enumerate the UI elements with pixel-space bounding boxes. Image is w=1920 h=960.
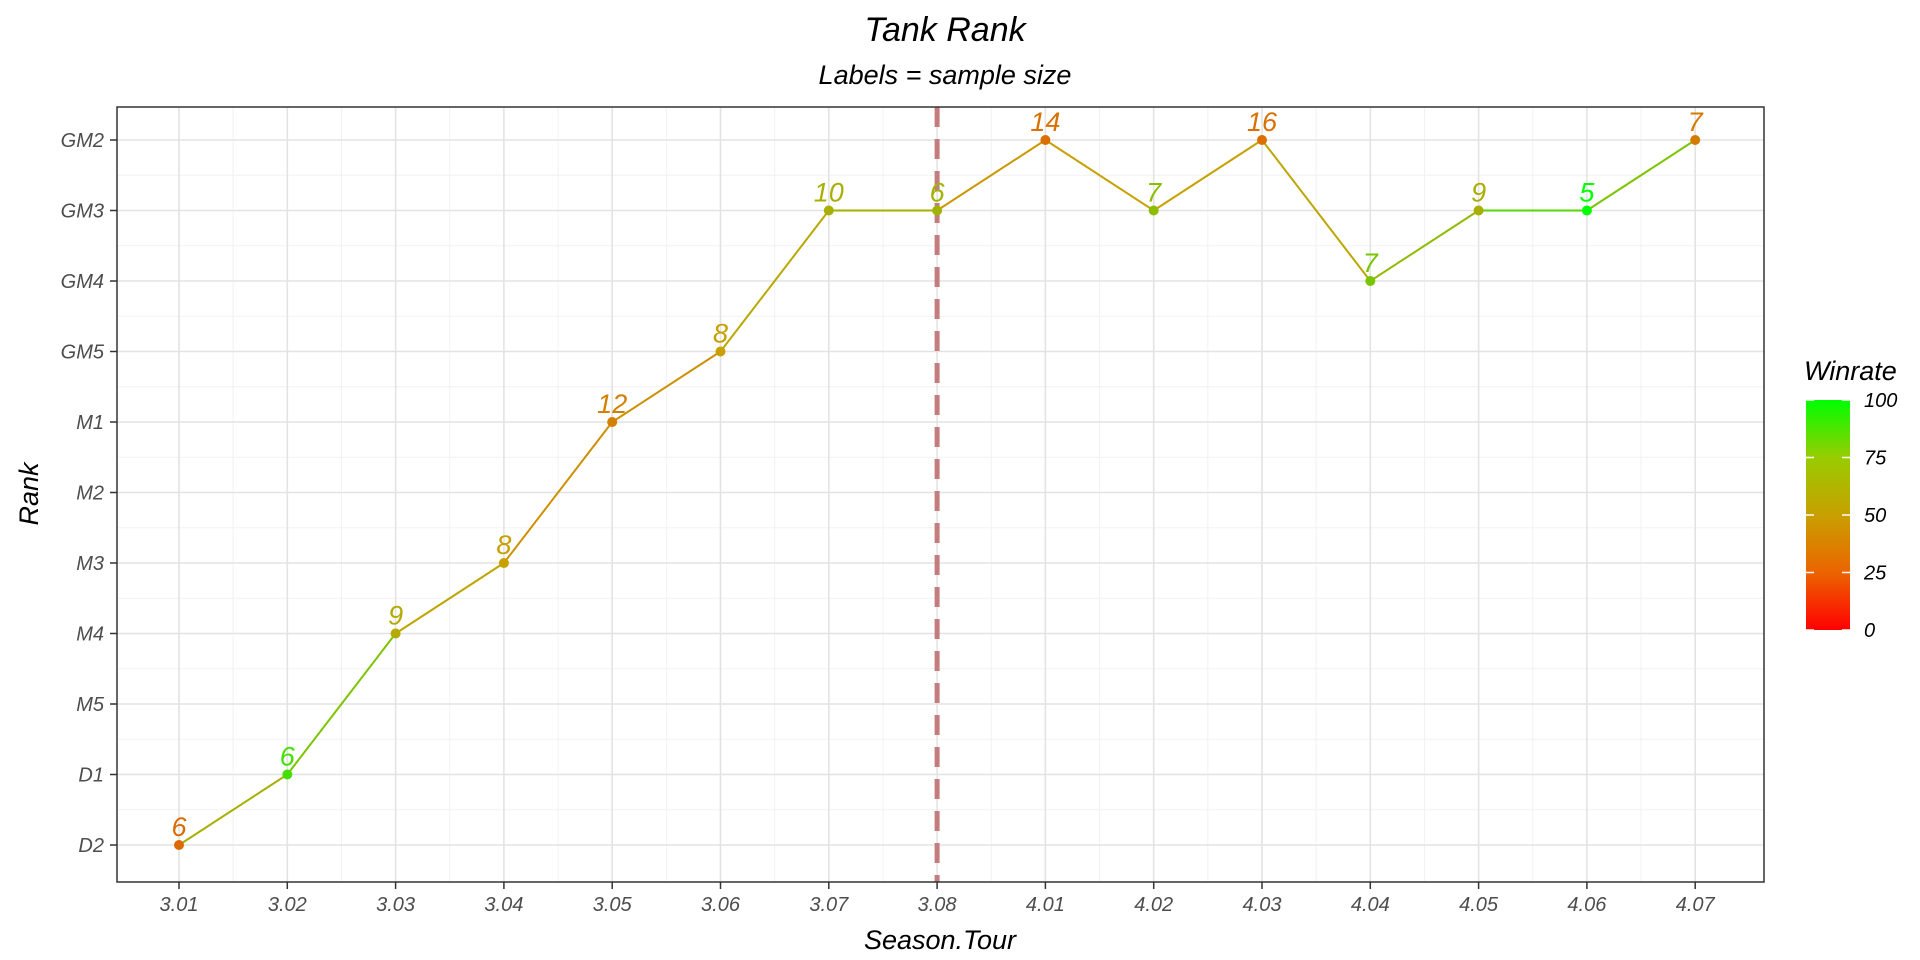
x-tick-label: 3.03 bbox=[376, 894, 415, 916]
data-label: 14 bbox=[1030, 107, 1060, 137]
legend-ticks: 100 75 50 25 0 bbox=[1806, 390, 1897, 642]
data-point bbox=[390, 628, 401, 639]
data-point bbox=[1690, 135, 1701, 145]
data-label: 7 bbox=[1146, 178, 1162, 208]
data-point bbox=[1365, 276, 1376, 286]
x-tick-label: 4.04 bbox=[1351, 894, 1390, 916]
series-segment bbox=[611, 350, 722, 423]
x-tick-label: 3.06 bbox=[701, 894, 741, 916]
y-axis-title: Rank bbox=[14, 461, 44, 526]
data-label: 9 bbox=[1471, 178, 1486, 208]
data-label: 6 bbox=[280, 742, 296, 772]
x-tick-label: 4.03 bbox=[1243, 894, 1282, 916]
y-tick-label: GM2 bbox=[61, 130, 104, 152]
data-point bbox=[607, 417, 618, 427]
y-tick-label: GM4 bbox=[61, 271, 104, 293]
winrate-legend: Winrate 100 75 50 25 0 bbox=[1804, 356, 1897, 642]
legend-tick-label: 50 bbox=[1864, 505, 1886, 527]
data-point bbox=[715, 346, 726, 357]
data-point bbox=[1257, 135, 1267, 145]
series-segment bbox=[1044, 139, 1155, 212]
y-tick-label: M1 bbox=[76, 412, 104, 434]
plot-border bbox=[116, 106, 1765, 883]
legend-tick-label: 75 bbox=[1864, 448, 1887, 470]
grid-lines bbox=[117, 107, 1764, 882]
series-segment bbox=[503, 421, 613, 564]
y-tick-label: D1 bbox=[78, 765, 104, 787]
series-segment bbox=[395, 562, 505, 635]
series-segment bbox=[1369, 209, 1480, 282]
data-label: 12 bbox=[597, 389, 627, 419]
data-point bbox=[1040, 135, 1051, 145]
legend-tick-label: 100 bbox=[1864, 390, 1897, 412]
y-tick-label: M2 bbox=[76, 483, 104, 505]
series-lines bbox=[178, 139, 1696, 846]
data-label: 7 bbox=[1688, 107, 1704, 137]
data-label: 16 bbox=[1247, 107, 1278, 137]
data-point bbox=[1473, 205, 1484, 216]
x-tick-label: 3.01 bbox=[160, 894, 199, 916]
data-label: 8 bbox=[496, 530, 511, 560]
data-point bbox=[823, 205, 834, 216]
x-axis: 3.01 3.02 3.03 3.04 3.05 3.06 3.07 3.08 4.01 4.02… bbox=[160, 882, 1716, 916]
data-label: 6 bbox=[171, 812, 187, 842]
x-tick-label: 4.05 bbox=[1459, 894, 1499, 916]
y-tick-label: M3 bbox=[76, 553, 104, 575]
data-label: 7 bbox=[1363, 248, 1379, 278]
series-segment bbox=[1261, 139, 1372, 282]
legend-tick-label: 0 bbox=[1864, 620, 1875, 642]
y-tick-label: GM5 bbox=[61, 342, 105, 364]
data-point bbox=[932, 205, 943, 216]
x-tick-label: 3.07 bbox=[809, 894, 849, 916]
series-segment bbox=[1586, 139, 1696, 212]
data-labels: 6 6 9 8 12 8 10 6 14 7 16 7 9 5 7 bbox=[171, 107, 1703, 842]
data-label: 6 bbox=[930, 178, 946, 208]
plot-panel bbox=[117, 107, 1764, 882]
y-tick-label: GM3 bbox=[61, 201, 104, 223]
x-tick-label: 3.05 bbox=[593, 894, 633, 916]
data-label: 8 bbox=[713, 319, 728, 349]
data-point bbox=[498, 558, 509, 568]
x-tick-label: 4.02 bbox=[1134, 894, 1173, 916]
series-segment bbox=[1153, 139, 1263, 212]
series-segment bbox=[286, 632, 397, 776]
data-label: 9 bbox=[388, 601, 403, 631]
y-tick-label: M5 bbox=[76, 694, 105, 716]
legend-tick-label: 25 bbox=[1863, 563, 1887, 585]
data-label: 10 bbox=[814, 178, 844, 208]
x-tick-label: 3.04 bbox=[484, 894, 523, 916]
series-segment bbox=[178, 773, 288, 846]
series-segment bbox=[936, 139, 1046, 212]
x-tick-label: 3.08 bbox=[918, 894, 957, 916]
y-tick-label: M4 bbox=[76, 624, 104, 646]
chart-subtitle: Labels = sample size bbox=[819, 60, 1072, 90]
x-axis-title: Season.Tour bbox=[864, 925, 1017, 955]
x-tick-label: 3.02 bbox=[268, 894, 307, 916]
data-points bbox=[174, 135, 1701, 850]
x-tick-label: 4.06 bbox=[1567, 894, 1607, 916]
y-axis: D2 D1 M5 M4 M3 M2 M1 GM5 GM4 GM3 GM2 bbox=[61, 130, 117, 857]
data-point bbox=[174, 840, 184, 850]
x-tick-label: 4.07 bbox=[1676, 894, 1716, 916]
data-point bbox=[1581, 205, 1592, 216]
chart-title: Tank Rank bbox=[864, 11, 1027, 49]
data-label: 5 bbox=[1579, 178, 1595, 208]
data-point bbox=[1148, 205, 1159, 216]
data-point bbox=[282, 769, 293, 780]
legend-title: Winrate bbox=[1804, 356, 1897, 386]
series-segment bbox=[719, 209, 830, 353]
x-tick-label: 4.01 bbox=[1026, 894, 1065, 916]
y-tick-label: D2 bbox=[78, 835, 104, 857]
